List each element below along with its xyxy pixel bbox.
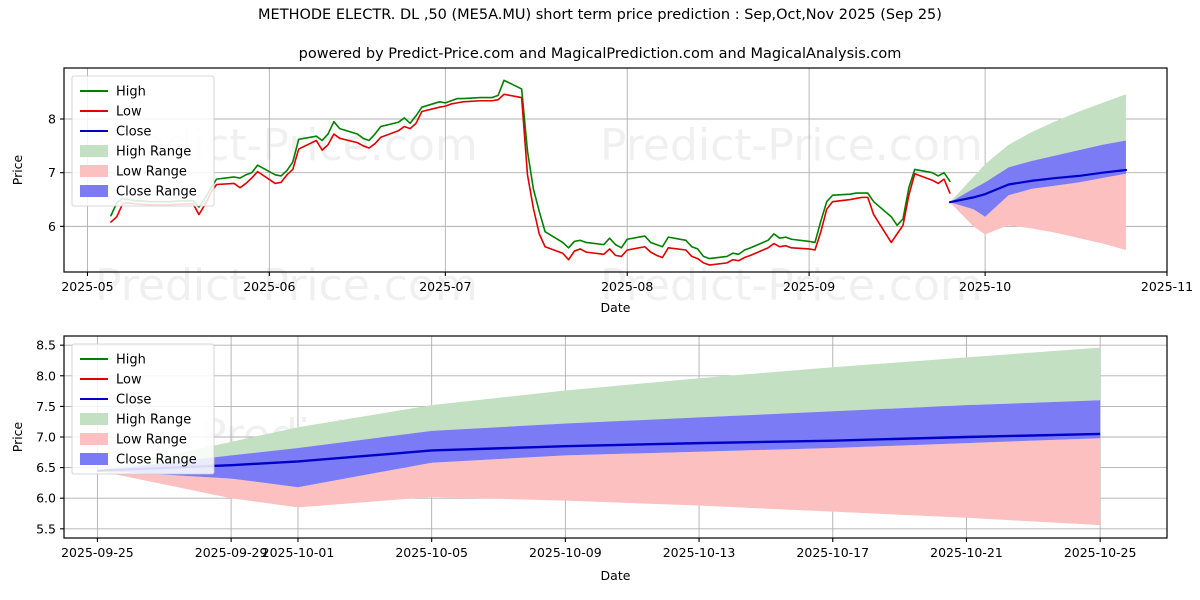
y-tick-label: 8 bbox=[48, 112, 56, 127]
y-tick-label: 6.0 bbox=[36, 491, 56, 506]
svg-text:Predict-Price.com: Predict-Price.com bbox=[600, 120, 983, 171]
high-range-band bbox=[949, 94, 1126, 203]
close-range-band bbox=[949, 140, 1126, 217]
legend-patch-swatch bbox=[80, 145, 108, 157]
x-tick-label: 2025-07 bbox=[419, 279, 471, 294]
y-tick-label: 6 bbox=[48, 219, 56, 234]
x-axis-label: Date bbox=[601, 568, 631, 583]
y-axis-label: Price bbox=[10, 421, 25, 452]
y-tick-label: 7.0 bbox=[36, 430, 56, 445]
y-tick-label: 8.5 bbox=[36, 338, 56, 353]
legend-item[interactable]: Low bbox=[80, 105, 142, 120]
x-tick-label: 2025-06 bbox=[243, 279, 295, 294]
legend-item[interactable]: Low Range bbox=[80, 433, 187, 448]
legend-item[interactable]: High Range bbox=[80, 413, 191, 428]
svg-text:Predict-Price.com: Predict-Price.com bbox=[600, 260, 983, 311]
svg-text:Predict-Price.com: Predict-Price.com bbox=[95, 260, 478, 311]
x-tick-label: 2025-09-25 bbox=[61, 545, 134, 560]
legend-label: Close Range bbox=[116, 453, 197, 468]
high-range-band bbox=[97, 347, 1101, 471]
legend-item[interactable]: High bbox=[80, 353, 146, 368]
close-line bbox=[97, 432, 1101, 472]
y-axis-label: Price bbox=[10, 154, 25, 185]
axis-ticks: 5.5 6.0 6.5 7.0 7.5 8.0 8.5 2025-09-25 2025-09-2… bbox=[36, 338, 1136, 560]
legend-item[interactable]: Low Range bbox=[80, 165, 187, 180]
axis-ticks: 6 7 8 2025-05 2025-06 2025-07 2025-08 2025-09 20… bbox=[48, 112, 1193, 295]
legend-item[interactable]: Close Range bbox=[80, 453, 197, 468]
legend-item[interactable]: High Range bbox=[80, 145, 191, 160]
legend-label: Low Range bbox=[116, 433, 187, 448]
low-range-band bbox=[949, 173, 1126, 250]
legend-label: High Range bbox=[116, 145, 191, 160]
y-tick-label: 5.5 bbox=[36, 521, 56, 536]
x-tick-label: 2025-05 bbox=[61, 279, 113, 294]
forecast-detail-chart: Predict-Price.comPredict-Price.com5.56.0… bbox=[10, 335, 1168, 583]
legend-label: Low bbox=[116, 105, 142, 120]
y-tick-label: 7.5 bbox=[36, 399, 56, 414]
y-tick-label: 6.5 bbox=[36, 460, 56, 475]
page-title: METHODE ELECTR. DL ,50 (ME5A.MU) short t… bbox=[258, 7, 942, 23]
x-axis-label: Date bbox=[601, 300, 631, 315]
legend-label: Low Range bbox=[116, 165, 187, 180]
high-line bbox=[110, 79, 951, 260]
legend-item[interactable]: Close bbox=[80, 393, 151, 408]
low-range-band bbox=[97, 438, 1101, 526]
legend-item[interactable]: Close Range bbox=[80, 185, 197, 200]
legend-label: High bbox=[116, 85, 146, 100]
legend-item[interactable]: Close bbox=[80, 125, 151, 140]
low-line bbox=[110, 93, 951, 266]
x-tick-label: 2025-10-25 bbox=[1064, 545, 1137, 560]
x-tick-label: 2025-10-13 bbox=[663, 545, 736, 560]
legend-label: Low bbox=[116, 373, 142, 388]
y-tick-label: 7 bbox=[48, 165, 56, 180]
x-tick-label: 2025-11 bbox=[1141, 279, 1193, 294]
legend-patch-swatch bbox=[80, 185, 108, 197]
legend-label: Close Range bbox=[116, 185, 197, 200]
x-tick-label: 2025-10-05 bbox=[395, 545, 468, 560]
x-tick-label: 2025-10-21 bbox=[930, 545, 1003, 560]
legend-label: Close bbox=[116, 125, 151, 140]
legend-patch-swatch bbox=[80, 453, 108, 465]
legend-patch-swatch bbox=[80, 165, 108, 177]
close-line bbox=[948, 168, 1128, 204]
x-tick-label: 2025-09-29 bbox=[195, 545, 268, 560]
legend-label: High bbox=[116, 353, 146, 368]
x-tick-label: 2025-10-01 bbox=[262, 545, 335, 560]
legend-patch-swatch bbox=[80, 433, 108, 445]
watermark: Predict-Price.com Predict-Price.com Predic… bbox=[95, 120, 983, 311]
y-tick-label: 8.0 bbox=[36, 368, 56, 383]
legend: High Low Close High Range Low Range Close Ran… bbox=[71, 75, 215, 207]
legend-label: Close bbox=[116, 393, 151, 408]
x-tick-label: 2025-09 bbox=[783, 279, 835, 294]
x-tick-label: 2025-10 bbox=[959, 279, 1011, 294]
legend-item[interactable]: Low bbox=[80, 373, 142, 388]
legend-patch-swatch bbox=[80, 413, 108, 425]
close-range-band bbox=[97, 400, 1101, 488]
legend-label: High Range bbox=[116, 413, 191, 428]
legend: High Low Close High Range Low Range Close Ran… bbox=[71, 343, 215, 475]
page-subtitle: powered by Predict-Price.com and Magical… bbox=[298, 46, 902, 62]
x-tick-label: 2025-10-09 bbox=[529, 545, 602, 560]
legend-item[interactable]: High bbox=[80, 85, 146, 100]
plot-border bbox=[63, 67, 1168, 273]
x-tick-label: 2025-08 bbox=[601, 279, 653, 294]
x-tick-label: 2025-10-17 bbox=[796, 545, 869, 560]
overview-chart: Predict-Price.com Predict-Price.com Predic… bbox=[10, 67, 1193, 315]
